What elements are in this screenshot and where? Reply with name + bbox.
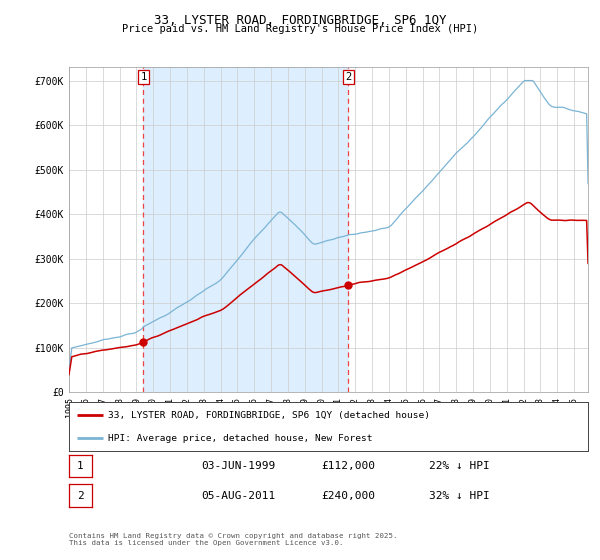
Text: 1: 1 (77, 461, 84, 471)
Text: 33, LYSTER ROAD, FORDINGBRIDGE, SP6 1QY (detached house): 33, LYSTER ROAD, FORDINGBRIDGE, SP6 1QY … (108, 411, 430, 420)
Text: 32% ↓ HPI: 32% ↓ HPI (429, 491, 490, 501)
Text: £112,000: £112,000 (321, 461, 375, 471)
Text: 2: 2 (77, 491, 84, 501)
Text: Contains HM Land Registry data © Crown copyright and database right 2025.
This d: Contains HM Land Registry data © Crown c… (69, 533, 398, 546)
Text: 2: 2 (345, 72, 351, 82)
Text: £240,000: £240,000 (321, 491, 375, 501)
Text: 1: 1 (140, 72, 146, 82)
Text: 33, LYSTER ROAD, FORDINGBRIDGE, SP6 1QY: 33, LYSTER ROAD, FORDINGBRIDGE, SP6 1QY (154, 14, 446, 27)
Bar (143, 67, 348, 392)
Text: 03-JUN-1999: 03-JUN-1999 (201, 461, 275, 471)
Text: Price paid vs. HM Land Registry's House Price Index (HPI): Price paid vs. HM Land Registry's House … (122, 24, 478, 34)
Text: HPI: Average price, detached house, New Forest: HPI: Average price, detached house, New … (108, 434, 373, 443)
Text: 22% ↓ HPI: 22% ↓ HPI (429, 461, 490, 471)
Text: 05-AUG-2011: 05-AUG-2011 (201, 491, 275, 501)
